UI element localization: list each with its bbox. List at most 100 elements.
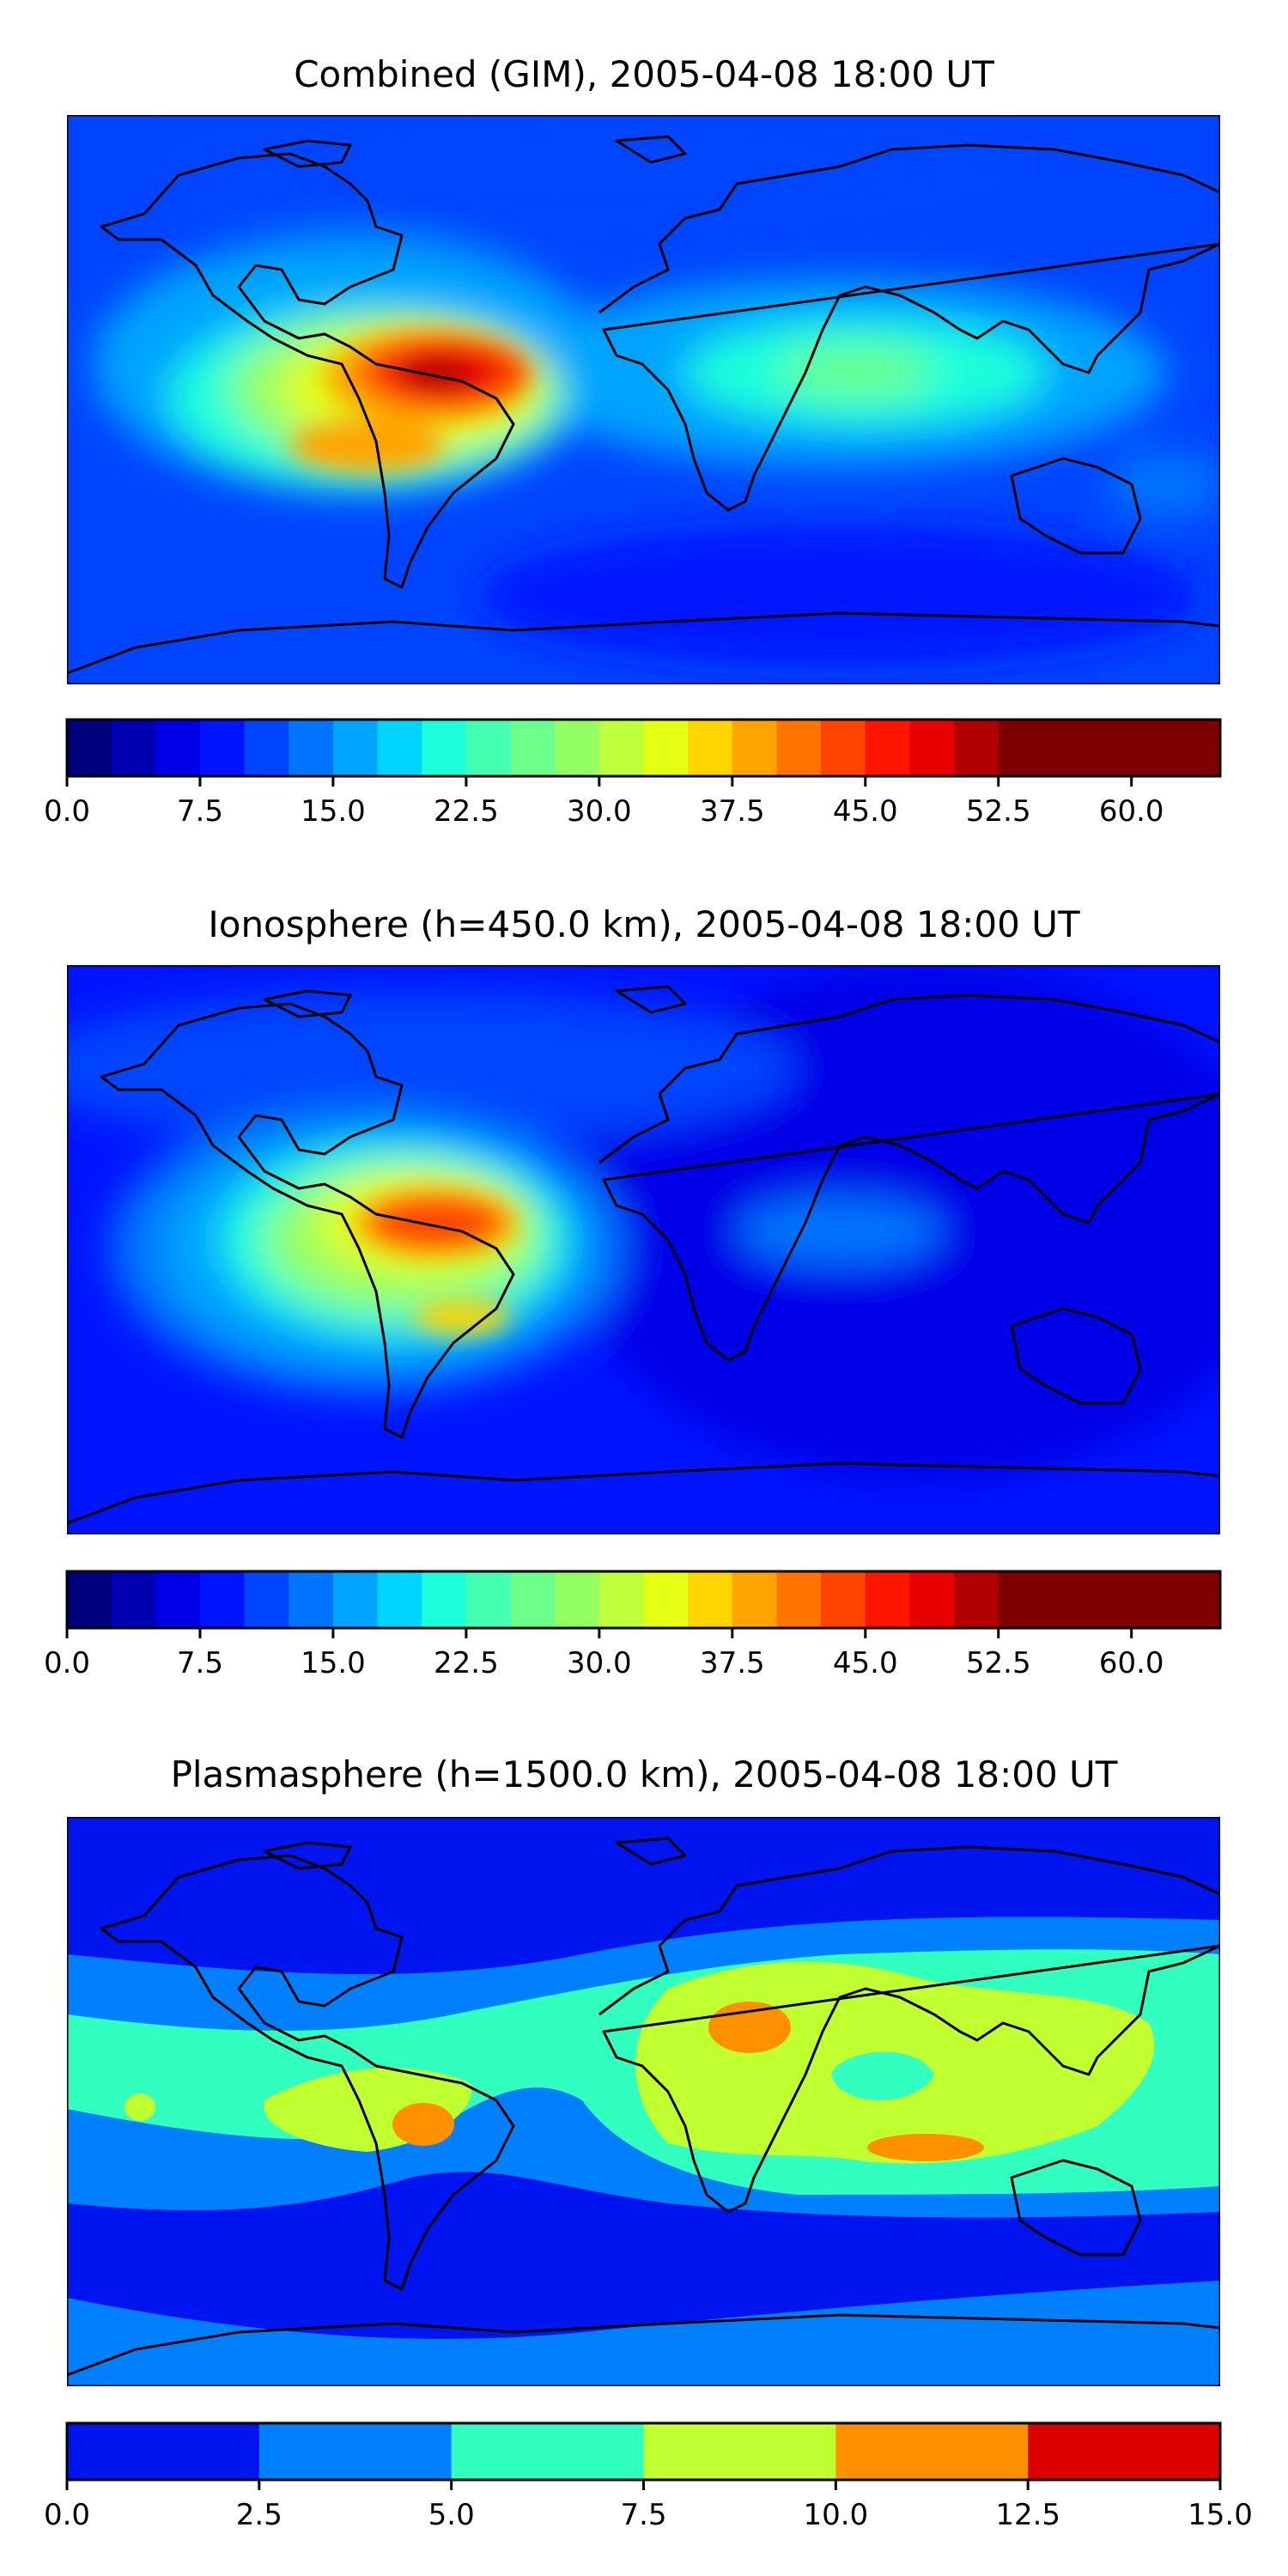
colorbar-segment: [688, 720, 733, 776]
colorbar-combined: 0.0 7.5 15.0 22.5 30.0 37.5 45.0 52.5 60.0: [44, 718, 1222, 829]
colorbar-segment: [289, 720, 334, 776]
colorbar-segment: [954, 720, 999, 776]
colorbar-segment: [465, 1571, 512, 1628]
colorbar-tick-label: 0.0: [44, 2498, 90, 2532]
map-title-ionosphere: Ionosphere (h=450.0 km), 2005-04-08 18:0…: [208, 903, 1080, 945]
colorbar-segment: [289, 1571, 334, 1628]
colorbar-segment: [821, 1571, 866, 1628]
colorbar-segment: [821, 720, 866, 776]
colorbar-tick-label: 52.5: [966, 1646, 1031, 1680]
colorbar-tick-label: 12.5: [995, 2498, 1060, 2532]
colorbar-segment: [155, 720, 201, 776]
colorbar-segment: [1087, 1571, 1133, 1628]
colorbar-segment: [244, 1571, 289, 1628]
colorbar-segment: [643, 2423, 836, 2480]
colorbar-segment: [598, 1571, 645, 1628]
colorbar-segment: [1087, 720, 1133, 776]
coastlines-plasmasphere: [67, 1837, 1220, 2377]
colorbar-segment: [688, 1571, 733, 1628]
tec-field-combined: [93, 115, 1220, 665]
colorbar-segment: [555, 720, 600, 776]
colorbar-segment: [1176, 720, 1221, 776]
colorbar-tick-label: 52.5: [966, 794, 1031, 829]
colorbar-segment: [909, 1571, 955, 1628]
colorbar-tick-label: 0.0: [44, 794, 90, 829]
colorbar-segment: [258, 2423, 453, 2480]
colorbar-frame: [65, 718, 1222, 778]
panel-plasmasphere: Plasmasphere (h=1500.0 km), 2005-04-08 1…: [0, 1717, 1288, 2576]
colorbar-segment: [67, 720, 112, 776]
map-plasmasphere: [67, 1817, 1220, 2386]
coastlines-ionosphere: [67, 985, 1220, 1525]
colorbar-segment: [422, 1571, 467, 1628]
colorbar-segment: [598, 720, 645, 776]
colorbar-segment: [865, 720, 911, 776]
colorbar-tick-label: 30.0: [567, 1646, 632, 1680]
colorbar-segment: [1042, 720, 1088, 776]
colorbar-segment: [998, 1571, 1043, 1628]
colorbar-segment: [155, 1571, 201, 1628]
colorbar-segment: [555, 1571, 600, 1628]
colorbar-segment: [998, 720, 1043, 776]
colorbar-segment: [422, 720, 467, 776]
colorbar-segment: [1131, 1571, 1176, 1628]
colorbar-segment: [67, 2423, 260, 2480]
tec-field-ionosphere: [67, 965, 1220, 1480]
colorbar-segment: [835, 2423, 1029, 2480]
colorbar-tick-label: 60.0: [1099, 794, 1164, 829]
colorbar-segment: [643, 720, 689, 776]
colorbar-segment: [1028, 2423, 1221, 2480]
panel-combined: Combined (GIM), 2005-04-08 18:00 UT: [0, 0, 1288, 859]
colorbar-plasmasphere: 0.0 2.5 5.0 7.5 10.0 12.5 15.0: [44, 2421, 1253, 2532]
colorbar-segment: [732, 1571, 778, 1628]
colorbar-tick-label: 60.0: [1099, 1646, 1164, 1680]
colorbar-tick-label: 0.0: [44, 1646, 90, 1680]
colorbar-segment: [909, 720, 955, 776]
colorbar-segment: [643, 1571, 689, 1628]
colorbar-tick-label: 45.0: [833, 794, 898, 829]
colorbar-tick-label: 37.5: [700, 794, 765, 829]
colorbar-segment: [199, 720, 246, 776]
colorbar-segment: [111, 720, 156, 776]
colorbar-tick-label: 7.5: [177, 794, 223, 829]
map-title-combined: Combined (GIM), 2005-04-08 18:00 UT: [294, 53, 994, 95]
coastlines-combined: [67, 135, 1220, 675]
colorbar-segment: [1042, 1571, 1088, 1628]
colorbar-segment: [465, 720, 512, 776]
colorbar-tick-label: 15.0: [301, 1646, 366, 1680]
colorbar-segment: [67, 1571, 112, 1628]
colorbar-segment: [377, 720, 422, 776]
colorbar-tick-label: 15.0: [301, 794, 366, 829]
colorbar-segment: [451, 2423, 645, 2480]
colorbar-segment: [244, 720, 289, 776]
colorbar-segment: [377, 1571, 422, 1628]
colorbar-tick-label: 5.0: [428, 2498, 475, 2532]
colorbar-ionosphere: 0.0 7.5 15.0 22.5 30.0 37.5 45.0 52.5 60.0: [44, 1570, 1222, 1680]
colorbar-segment: [1176, 1571, 1221, 1628]
colorbar-segment: [865, 1571, 911, 1628]
colorbar-tick-label: 10.0: [803, 2498, 868, 2532]
map-combined: [67, 115, 1220, 684]
colorbar-tick-label: 22.5: [434, 794, 499, 829]
colorbar-segment: [332, 1571, 379, 1628]
map-ionosphere: [67, 965, 1220, 1534]
colorbar-segment: [510, 1571, 556, 1628]
colorbar-tick-label: 15.0: [1188, 2498, 1253, 2532]
colorbar-tick-label: 37.5: [700, 1646, 765, 1680]
colorbar-segment: [111, 1571, 156, 1628]
colorbar-segment: [732, 720, 778, 776]
tec-field-plasmasphere: [67, 1917, 1220, 2386]
colorbar-segment: [510, 720, 556, 776]
colorbar-tick-label: 7.5: [177, 1646, 223, 1680]
colorbar-segment: [1131, 720, 1176, 776]
colorbar-tick-label: 45.0: [833, 1646, 898, 1680]
map-title-plasmasphere: Plasmasphere (h=1500.0 km), 2005-04-08 1…: [170, 1753, 1118, 1795]
colorbar-segment: [954, 1571, 999, 1628]
colorbar-frame: [65, 1570, 1222, 1630]
colorbar-segment: [332, 720, 379, 776]
panel-ionosphere: Ionosphere (h=450.0 km), 2005-04-08 18:0…: [0, 859, 1288, 1717]
colorbar-tick-label: 22.5: [434, 1646, 499, 1680]
colorbar-segment: [776, 1571, 822, 1628]
colorbar-segment: [776, 720, 822, 776]
colorbar-tick-label: 2.5: [236, 2498, 283, 2532]
